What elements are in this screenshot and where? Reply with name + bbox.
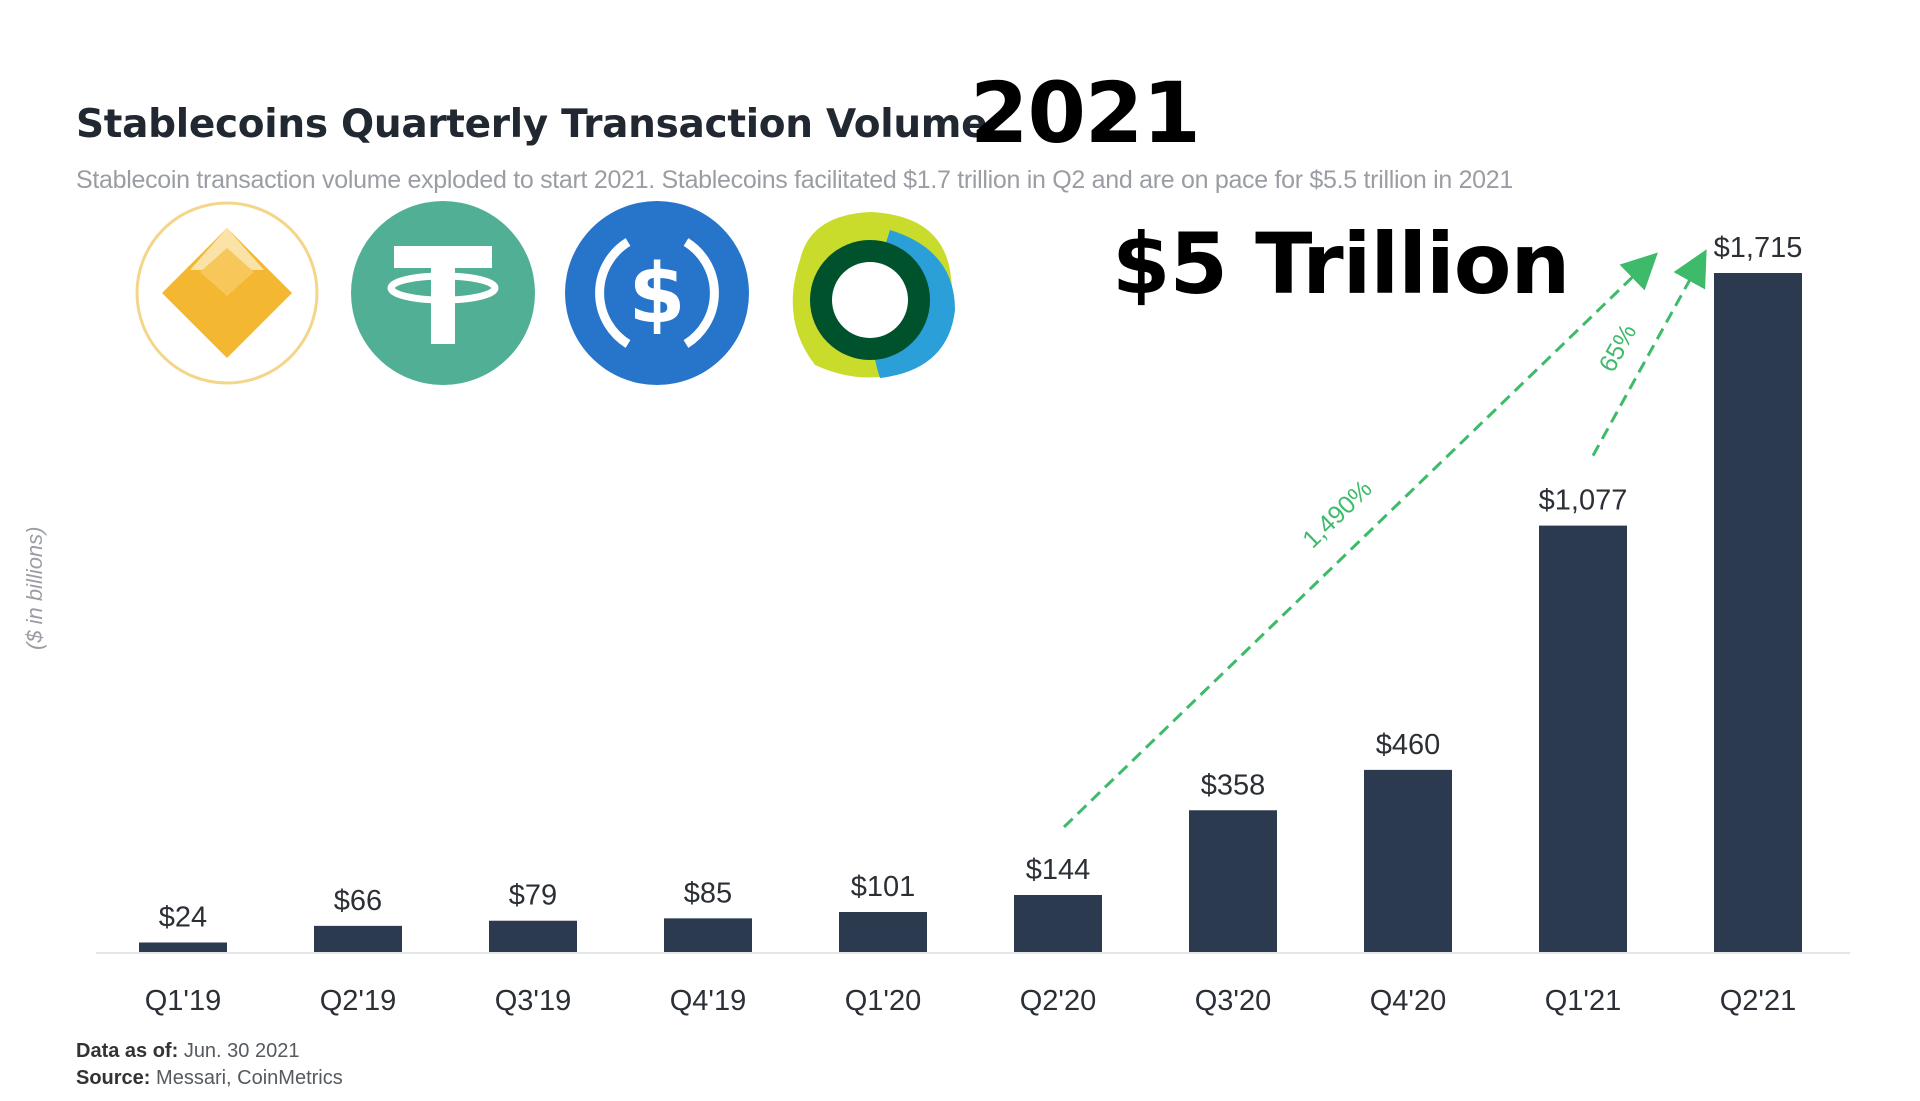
- bar: [1539, 525, 1627, 952]
- bar: [139, 942, 227, 952]
- bar: [664, 918, 752, 952]
- source-label: Source:: [76, 1067, 151, 1089]
- data-label: $66: [334, 885, 382, 917]
- x-tick-label: Q1'19: [145, 985, 221, 1017]
- x-tick-label: Q2'20: [1020, 985, 1096, 1017]
- data-label: $460: [1376, 729, 1441, 761]
- growth-annotation-q2-arrow: [1591, 249, 1707, 457]
- tether-logo-icon: [351, 201, 535, 385]
- bar: [1014, 894, 1102, 952]
- x-tick-label: Q4'20: [1370, 985, 1446, 1017]
- data-as-of-label: Data as of:: [76, 1040, 179, 1062]
- data-label: $85: [684, 877, 732, 909]
- bar: [1364, 769, 1452, 952]
- data-as-of: Data as of: Jun. 30 2021: [76, 1040, 299, 1063]
- data-label: $1,077: [1539, 485, 1628, 517]
- svg-text:$: $: [628, 247, 685, 342]
- data-label: $144: [1026, 854, 1091, 886]
- data-label: $79: [509, 880, 557, 912]
- bar: [489, 920, 577, 952]
- x-tick-label: Q3'20: [1195, 985, 1271, 1017]
- chart-subtitle: Stablecoin transaction volume exploded t…: [76, 166, 1513, 194]
- source-line: Source: Messari, CoinMetrics: [76, 1067, 343, 1090]
- x-tick-label: Q1'21: [1545, 985, 1621, 1017]
- x-tick-label: Q1'20: [845, 985, 921, 1017]
- data-label: $358: [1201, 769, 1266, 801]
- growth-annotation-arrow: [1062, 252, 1658, 829]
- chart-title: Stablecoins Quarterly Transaction Volume: [76, 102, 988, 147]
- data-label: $1,715: [1714, 232, 1803, 264]
- headline-overlay: $5 Trillion: [1112, 215, 1570, 313]
- data-as-of-value: Jun. 30 2021: [183, 1040, 300, 1062]
- bar: [314, 925, 402, 952]
- x-tick-label: Q2'19: [320, 985, 396, 1017]
- year-overlay: 2021: [970, 64, 1201, 162]
- x-tick-label: Q4'19: [670, 985, 746, 1017]
- paxos-logo-icon: [792, 212, 955, 378]
- dai-logo-icon: [135, 201, 319, 385]
- x-tick-label: Q3'19: [495, 985, 571, 1017]
- x-tick-label: Q2'21: [1720, 985, 1796, 1017]
- bar: [1714, 273, 1802, 952]
- bar: [1189, 810, 1277, 952]
- growth-annotation-label: 1,490%: [1297, 475, 1377, 554]
- growth-annotation-q2-label: 65%: [1594, 319, 1643, 376]
- bar: [839, 912, 927, 952]
- source-value: Messari, CoinMetrics: [156, 1067, 343, 1089]
- data-label: $24: [159, 901, 207, 933]
- data-label: $101: [851, 871, 916, 903]
- usdc-logo-icon: $: [565, 201, 749, 385]
